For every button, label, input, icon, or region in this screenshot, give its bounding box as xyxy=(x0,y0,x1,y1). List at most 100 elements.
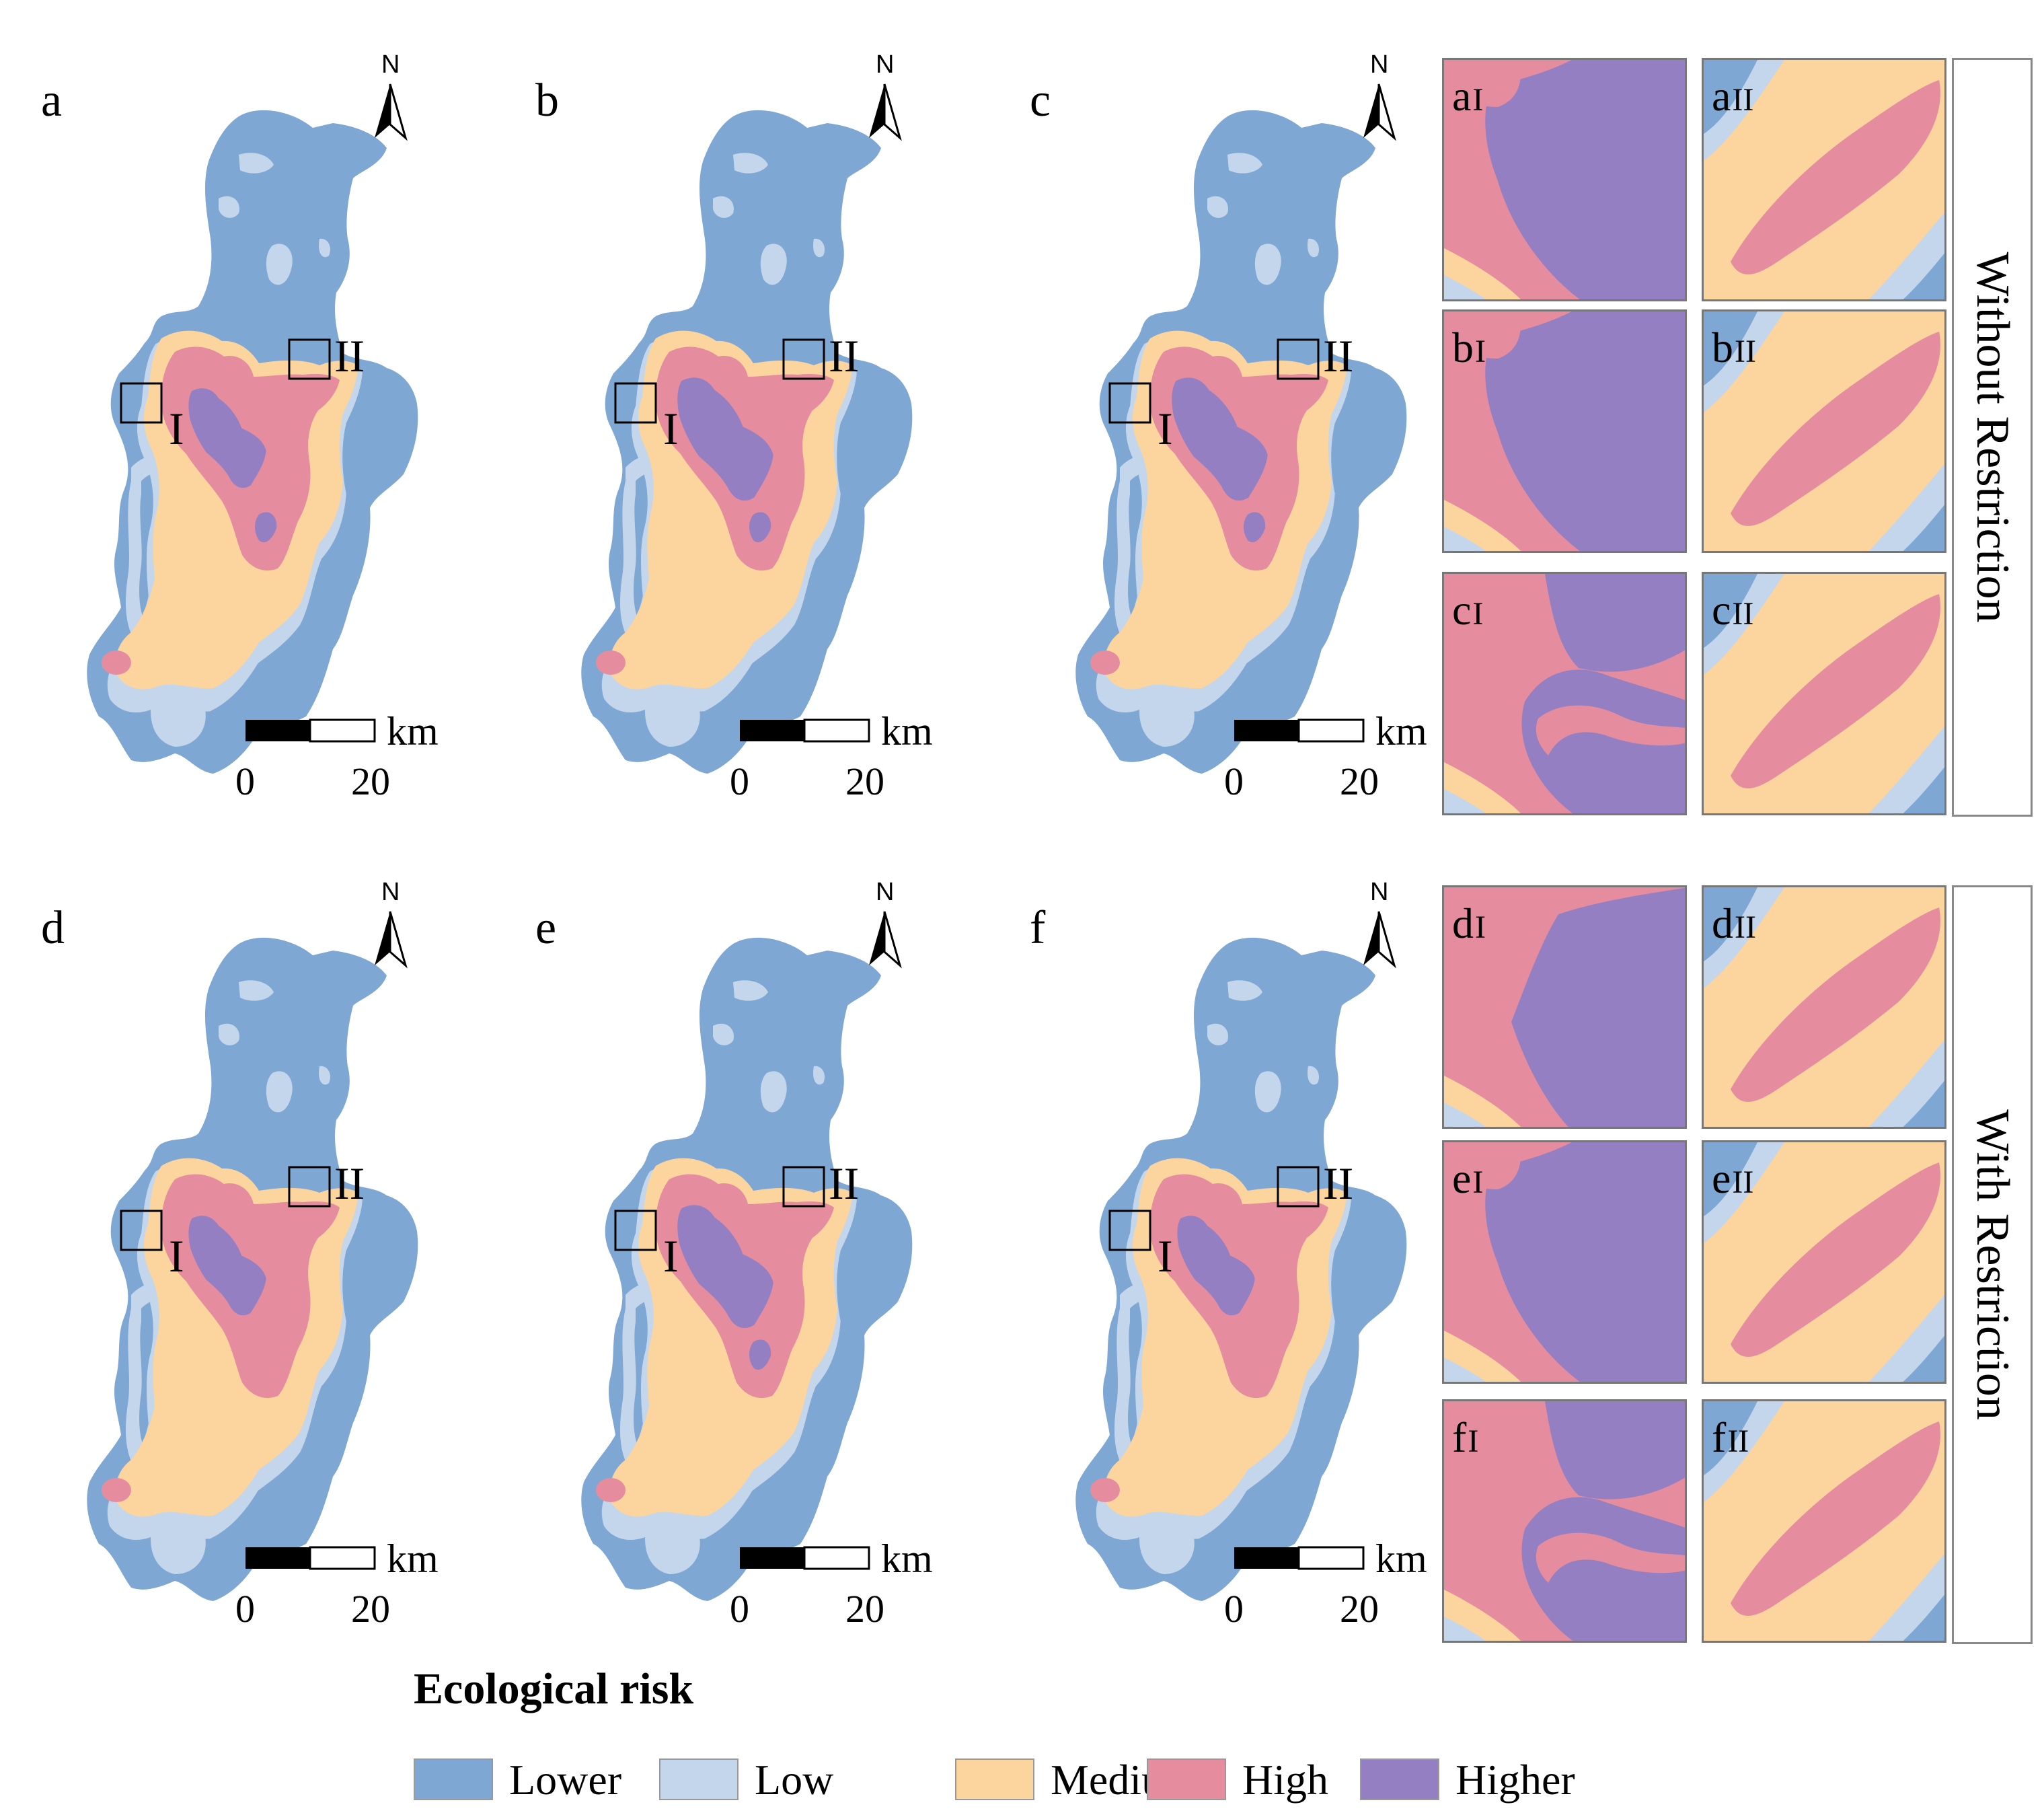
legend-label-lower: Lower xyxy=(509,1756,622,1804)
zone-low-north-0 xyxy=(219,196,239,218)
box-label-I: I xyxy=(1158,403,1173,454)
lake-map-b xyxy=(581,83,913,774)
box-I xyxy=(120,1210,163,1251)
box-II xyxy=(1277,1166,1320,1208)
zoom-label-letter: b xyxy=(1452,324,1474,371)
zone-low-north-0 xyxy=(713,1023,734,1045)
north-arrow-icon xyxy=(869,83,902,141)
scale-tick-0: 0 xyxy=(235,1587,255,1631)
legend-title: Ecological risk xyxy=(414,1664,694,1713)
zoom-label: dII xyxy=(1712,902,1756,945)
zone-high-southwest xyxy=(102,1478,131,1502)
zoom-label: aI xyxy=(1452,75,1483,118)
zoom-label: cII xyxy=(1712,589,1753,632)
scale-tick-20: 20 xyxy=(845,1587,884,1631)
zoom-map-d-II xyxy=(1704,887,1944,1127)
zoom-a-I: aI xyxy=(1442,58,1687,301)
box-label-II: II xyxy=(1323,330,1354,381)
zoom-map-f-II xyxy=(1704,1401,1944,1641)
panel-letter-b: b xyxy=(535,75,559,126)
scale-tick-20: 20 xyxy=(845,760,884,803)
lake-map-c xyxy=(1075,83,1407,774)
north-label: N xyxy=(876,878,895,906)
north-arrow-icon xyxy=(869,911,902,969)
panel-letter-e: e xyxy=(535,902,557,954)
zone-low-north-0 xyxy=(219,1023,239,1045)
zoom-map-d-I xyxy=(1444,887,1685,1127)
zoom-label-roman: I xyxy=(1468,1423,1479,1459)
box-label-II: II xyxy=(1323,1158,1354,1209)
zone-high-southwest xyxy=(102,651,131,675)
zone-high-southwest xyxy=(596,651,626,675)
zoom-label-roman: I xyxy=(1472,1164,1484,1200)
lake-map-e xyxy=(581,911,913,1601)
zoom-b-II: bII xyxy=(1702,309,1946,553)
zoom-label-roman: II xyxy=(1735,910,1756,945)
zoom-label-letter: e xyxy=(1452,1154,1472,1202)
legend-swatch-low xyxy=(659,1758,739,1800)
zoom-map-b-II xyxy=(1704,311,1944,551)
box-label-II: II xyxy=(334,1158,365,1209)
legend-label-higher: Higher xyxy=(1455,1756,1575,1804)
panel-letter-a: a xyxy=(41,75,63,126)
zoom-e-II: eII xyxy=(1702,1140,1946,1384)
panel-letter-c: c xyxy=(1030,75,1051,126)
scale-bar xyxy=(740,1546,870,1570)
zone-low-north-1 xyxy=(760,1071,787,1113)
without-restriction-box: Without Restriction xyxy=(1952,58,2033,817)
zoom-map-e-I xyxy=(1444,1142,1685,1382)
zone-higher-south xyxy=(749,512,771,543)
box-label-II: II xyxy=(829,330,860,381)
zoom-label-roman: I xyxy=(1475,334,1486,369)
box-I xyxy=(614,382,657,424)
zoom-map-e-II xyxy=(1704,1142,1944,1382)
lake-map-d xyxy=(87,911,418,1601)
zone-low-north-0 xyxy=(1207,196,1228,218)
box-label-I: I xyxy=(169,1230,184,1282)
north-arrow-icon xyxy=(375,911,408,969)
zoom-label-letter: d xyxy=(1712,899,1733,947)
zoom-label-letter: b xyxy=(1712,324,1733,371)
zoom-label-roman: II xyxy=(1732,1164,1754,1200)
zone-low-north-1 xyxy=(760,244,787,285)
zone-low-north-2 xyxy=(1308,1066,1320,1085)
zoom-label-roman: I xyxy=(1472,596,1484,632)
lake-map-a xyxy=(87,83,418,774)
zoom-label-roman: I xyxy=(1475,910,1486,945)
zoom-a-II: aII xyxy=(1702,58,1946,301)
box-II xyxy=(1277,338,1320,380)
zoom-label-letter: c xyxy=(1712,586,1731,634)
zoom-e-I: eI xyxy=(1442,1140,1687,1384)
box-label-I: I xyxy=(169,403,184,454)
box-label-I: I xyxy=(1158,1230,1173,1282)
scale-unit: km xyxy=(881,709,933,753)
zoom-f-II: fII xyxy=(1702,1399,1946,1643)
zone-low-north-1 xyxy=(1254,1071,1281,1113)
box-label-I: I xyxy=(663,403,679,454)
zoom-label-letter: f xyxy=(1452,1413,1467,1461)
zone-low-north-2 xyxy=(813,238,825,258)
scale-tick-20: 20 xyxy=(1340,1587,1379,1631)
zoom-label: eII xyxy=(1712,1157,1753,1200)
zone-higher-core xyxy=(188,1216,266,1316)
zoom-map-a-I xyxy=(1444,60,1685,299)
box-I xyxy=(614,1210,657,1251)
zoom-map-a-II xyxy=(1704,60,1944,299)
zoom-c-I: cI xyxy=(1442,572,1687,815)
scale-tick-20: 20 xyxy=(351,760,390,803)
lake-map-f xyxy=(1075,911,1407,1601)
scale-tick-0: 0 xyxy=(730,1587,749,1631)
zone-low-north-3 xyxy=(1227,980,1262,1001)
zone-higher-core xyxy=(677,377,773,501)
zoom-label: bI xyxy=(1452,326,1486,369)
zoom-label: aII xyxy=(1712,75,1753,118)
zone-low-north-1 xyxy=(266,244,293,285)
zoom-d-I: dI xyxy=(1442,885,1687,1129)
scale-bar xyxy=(740,718,870,743)
north-arrow-icon xyxy=(375,83,408,141)
